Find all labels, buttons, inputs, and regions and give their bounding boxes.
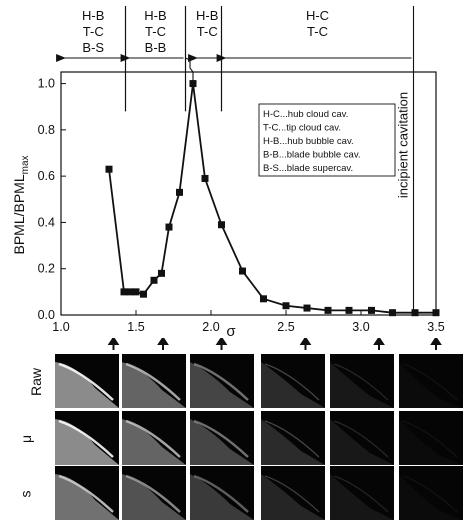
cavitation-image [330,354,394,408]
region-label: H-B [196,8,218,23]
x-axis-label: σ [226,323,236,340]
region-label: H-B [82,8,104,23]
cavitation-image [330,466,394,520]
x-tick-label: 2.5 [277,320,294,334]
y-axis-label-subscript: max [20,155,31,174]
data-point [189,80,197,88]
data-point [158,269,165,277]
cavitation-image [399,354,463,408]
legend-entry: H-B...hub bubble cav. [263,136,354,147]
data-point [260,295,267,303]
cavitation-image [399,411,463,465]
data-point [140,290,147,298]
data-point [389,309,396,317]
x-tick-label: 2.0 [202,320,219,334]
legend-entry: H-C...hub cloud cav. [263,109,348,120]
data-series [105,80,440,317]
data-point [218,221,225,229]
cavitation-image [122,411,186,465]
region-label: T-C [83,24,104,39]
region-label: H-C [306,8,329,23]
data-point [105,165,113,173]
cavitation-image [399,466,463,520]
cavitation-image [55,354,119,408]
legend-entry: B-S...blade supercav. [263,163,353,174]
sample-arrow [215,338,228,350]
cavitation-image [330,411,394,465]
series-line [108,82,436,314]
y-tick-label: 0.0 [38,308,55,322]
data-point [368,306,375,314]
image-panel: Raw μ s [0,338,474,524]
plot-axes: 1.0 1.5 2.0 2.5 3.0 3.5 0.0 0.2 0.4 0.6 0.8 1.0 [38,71,445,334]
incipient-cavitation-marker: incipient cavitation [396,6,415,315]
y-axis-label-main: BPML/BPML [11,174,27,254]
incipient-label: incipient cavitation [396,92,411,198]
cavitation-image [261,411,325,465]
legend-entry: B-B...blade bubble cav. [263,150,361,161]
data-point [282,302,290,310]
sample-arrow [430,338,442,350]
plot-frame [60,71,437,316]
cavitation-image [122,354,186,408]
sample-arrow [373,338,385,350]
y-axis-label: BPML/BPMLmax [11,155,31,254]
data-point [120,288,128,296]
peak-bracket [185,57,194,84]
legend-box [258,103,396,177]
data-point [176,188,183,196]
image-row-label: s [17,490,34,498]
region-annotations: H-BT-CB-SH-BT-CB-BH-BT-CH-CT-C [56,6,412,112]
data-point [165,223,173,231]
x-tick-label: 1.5 [127,320,144,334]
region-label: T-C [145,24,166,39]
region-label: B-S [82,40,104,55]
data-point [201,174,209,182]
image-row-label: Raw [28,367,45,397]
cavitation-image [261,354,325,408]
cavitation-image [55,466,119,520]
cavitation-image [190,466,254,520]
x-tick-label: 3.0 [352,320,369,334]
y-tick-label: 1.0 [38,77,55,91]
cavitation-image [55,411,119,465]
data-point [150,276,158,284]
y-tick-label: 0.2 [38,262,55,276]
legend: H-C...hub cloud cav. T-C...tip cloud cav.… [258,103,396,177]
region-label: T-C [197,24,218,39]
data-point [411,309,419,317]
data-point [132,288,140,296]
cavitation-image [190,411,254,465]
legend-entry: T-C...tip cloud cav. [263,123,341,134]
data-point [324,306,332,314]
region-label: B-B [145,40,167,55]
cavitation-image [261,466,325,520]
chart: 1.0 1.5 2.0 2.5 3.0 3.5 0.0 0.2 0.4 0.6 0.8 1.0 H-B… [11,6,445,340]
x-tick-label: 1.0 [52,320,69,334]
y-tick-label: 0.4 [38,215,55,229]
sample-arrow [107,338,120,350]
data-point [303,304,311,312]
data-point [345,306,353,314]
cavitation-image [190,354,254,408]
region-label: T-C [307,24,328,39]
region-label: H-B [144,8,166,23]
data-point [432,309,440,317]
data-point [126,288,134,296]
data-point [239,267,246,275]
cavitation-image [122,466,186,520]
x-tick-label: 3.5 [427,320,444,334]
sample-arrow [157,338,169,350]
image-row-label: μ [18,434,35,444]
sample-arrow [299,338,312,350]
y-tick-label: 0.8 [38,123,55,137]
y-tick-label: 0.6 [38,169,55,183]
